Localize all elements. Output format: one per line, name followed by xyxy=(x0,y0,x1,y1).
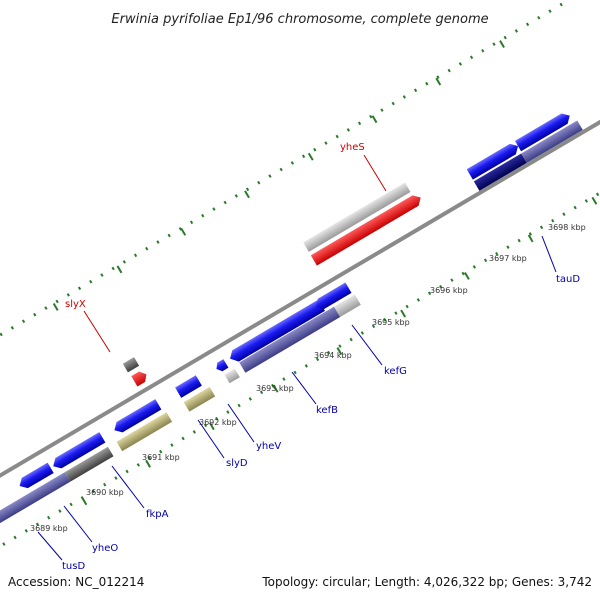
gene-slyD-arrow[interactable] xyxy=(175,375,202,398)
major-tick xyxy=(180,227,187,236)
gene-yheS-feature[interactable] xyxy=(303,182,411,252)
tick-label: 3691 kbp xyxy=(142,453,180,462)
callout-line-tusD xyxy=(37,531,63,561)
gene-fkpA-arrow[interactable] xyxy=(111,399,162,435)
gene-slyD-feature[interactable] xyxy=(183,386,216,412)
gene-yheV-feature[interactable] xyxy=(224,368,240,384)
forward-strand-track xyxy=(122,110,583,387)
genome-summary-text: Topology: circular; Length: 4,026,322 bp… xyxy=(261,575,592,589)
major-tick xyxy=(499,40,505,48)
gene-label-fkpA[interactable]: fkpA xyxy=(146,509,169,520)
gene-labels: yheS slyX kefG kefB yheV slyD fkpA yheO … xyxy=(62,142,580,572)
major-tick xyxy=(272,384,279,393)
tick-label: 3692 kbp xyxy=(199,418,237,427)
callout-line-slyD xyxy=(197,419,225,459)
gene-label-tusD[interactable]: tusD xyxy=(62,561,85,572)
tick-label: 3696 kbp xyxy=(430,286,468,295)
gene-yheS-arrow[interactable] xyxy=(310,192,424,266)
callout-lines xyxy=(37,154,557,561)
gene-forward-arrow[interactable] xyxy=(466,141,521,180)
major-tick xyxy=(371,115,378,124)
tick-label: 3694 kbp xyxy=(314,351,352,360)
gene-label-kefB[interactable]: kefB xyxy=(316,405,338,416)
gene-label-kefG[interactable]: kefG xyxy=(384,366,407,377)
gene-tusD-arrow[interactable] xyxy=(17,462,54,492)
callout-line-kefG xyxy=(351,324,383,366)
major-tick xyxy=(307,152,314,161)
gene-kefB-arrow[interactable] xyxy=(227,299,325,365)
feature-band xyxy=(0,472,71,528)
callout-line-yheO xyxy=(63,505,93,543)
major-tick xyxy=(435,77,442,86)
callout-line-kefB xyxy=(291,371,317,405)
feature-band xyxy=(239,306,341,373)
gene-kefG-arrow[interactable] xyxy=(313,282,352,313)
major-tick xyxy=(336,347,343,356)
gene-label-yheS[interactable]: yheS xyxy=(340,142,365,153)
tick-label: 3690 kbp xyxy=(86,488,124,497)
accession-text: Accession: NC_012214 xyxy=(8,575,144,589)
gene-label-slyD[interactable]: slyD xyxy=(226,458,248,469)
gene-label-yheV[interactable]: yheV xyxy=(256,441,281,452)
major-tick xyxy=(591,196,598,205)
reverse-strand-track xyxy=(0,282,361,528)
callout-line-yheS xyxy=(363,154,387,192)
callout-line-slyX xyxy=(83,310,111,353)
gene-yheV-arrow[interactable] xyxy=(214,359,229,373)
major-tick xyxy=(81,497,88,506)
gene-forward-arrow[interactable] xyxy=(514,110,573,152)
callout-line-fkpA xyxy=(111,465,145,509)
gene-yheO-arrow[interactable] xyxy=(50,432,106,471)
tick-label: 3689 kbp xyxy=(30,524,68,533)
major-tick xyxy=(464,272,470,280)
outer-tick-ring xyxy=(0,0,567,390)
major-tick xyxy=(400,309,407,318)
gene-slyX-feature[interactable] xyxy=(122,357,140,373)
gene-fkpA-feature[interactable] xyxy=(116,412,173,452)
gene-slyX-arrow[interactable] xyxy=(131,369,149,387)
major-tick xyxy=(145,459,151,468)
tick-label: 3695 kbp xyxy=(372,318,410,327)
feature-band xyxy=(473,153,527,191)
gene-label-slyX[interactable]: slyX xyxy=(65,299,86,310)
feature-band xyxy=(521,120,583,163)
tick-label: 3697 kbp xyxy=(489,254,527,263)
major-tick xyxy=(52,302,59,311)
map-title: Erwinia pyrifoliae Ep1/96 chromosome, co… xyxy=(111,12,488,27)
major-tick xyxy=(116,265,123,274)
callout-line-tauD xyxy=(541,235,557,273)
major-tick xyxy=(527,234,534,243)
feature-band xyxy=(334,294,361,317)
tick-label: 3698 kbp xyxy=(548,223,586,232)
tick-label: 3693 kbp xyxy=(256,384,294,393)
inner-tick-ring xyxy=(2,157,600,546)
tick-labels: 3689 kbp 3690 kbp 3691 kbp 3692 kbp 3693… xyxy=(30,223,586,533)
gene-label-yheO[interactable]: yheO xyxy=(92,543,118,554)
chromosome-backbone xyxy=(0,104,600,494)
major-tick xyxy=(208,422,215,431)
callout-line-yheV xyxy=(227,403,255,443)
gene-label-tauD[interactable]: tauD xyxy=(556,274,580,285)
feature-band xyxy=(64,446,114,482)
major-tick xyxy=(244,190,250,199)
